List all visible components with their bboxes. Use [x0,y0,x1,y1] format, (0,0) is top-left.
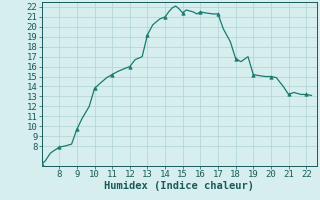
X-axis label: Humidex (Indice chaleur): Humidex (Indice chaleur) [104,181,254,191]
